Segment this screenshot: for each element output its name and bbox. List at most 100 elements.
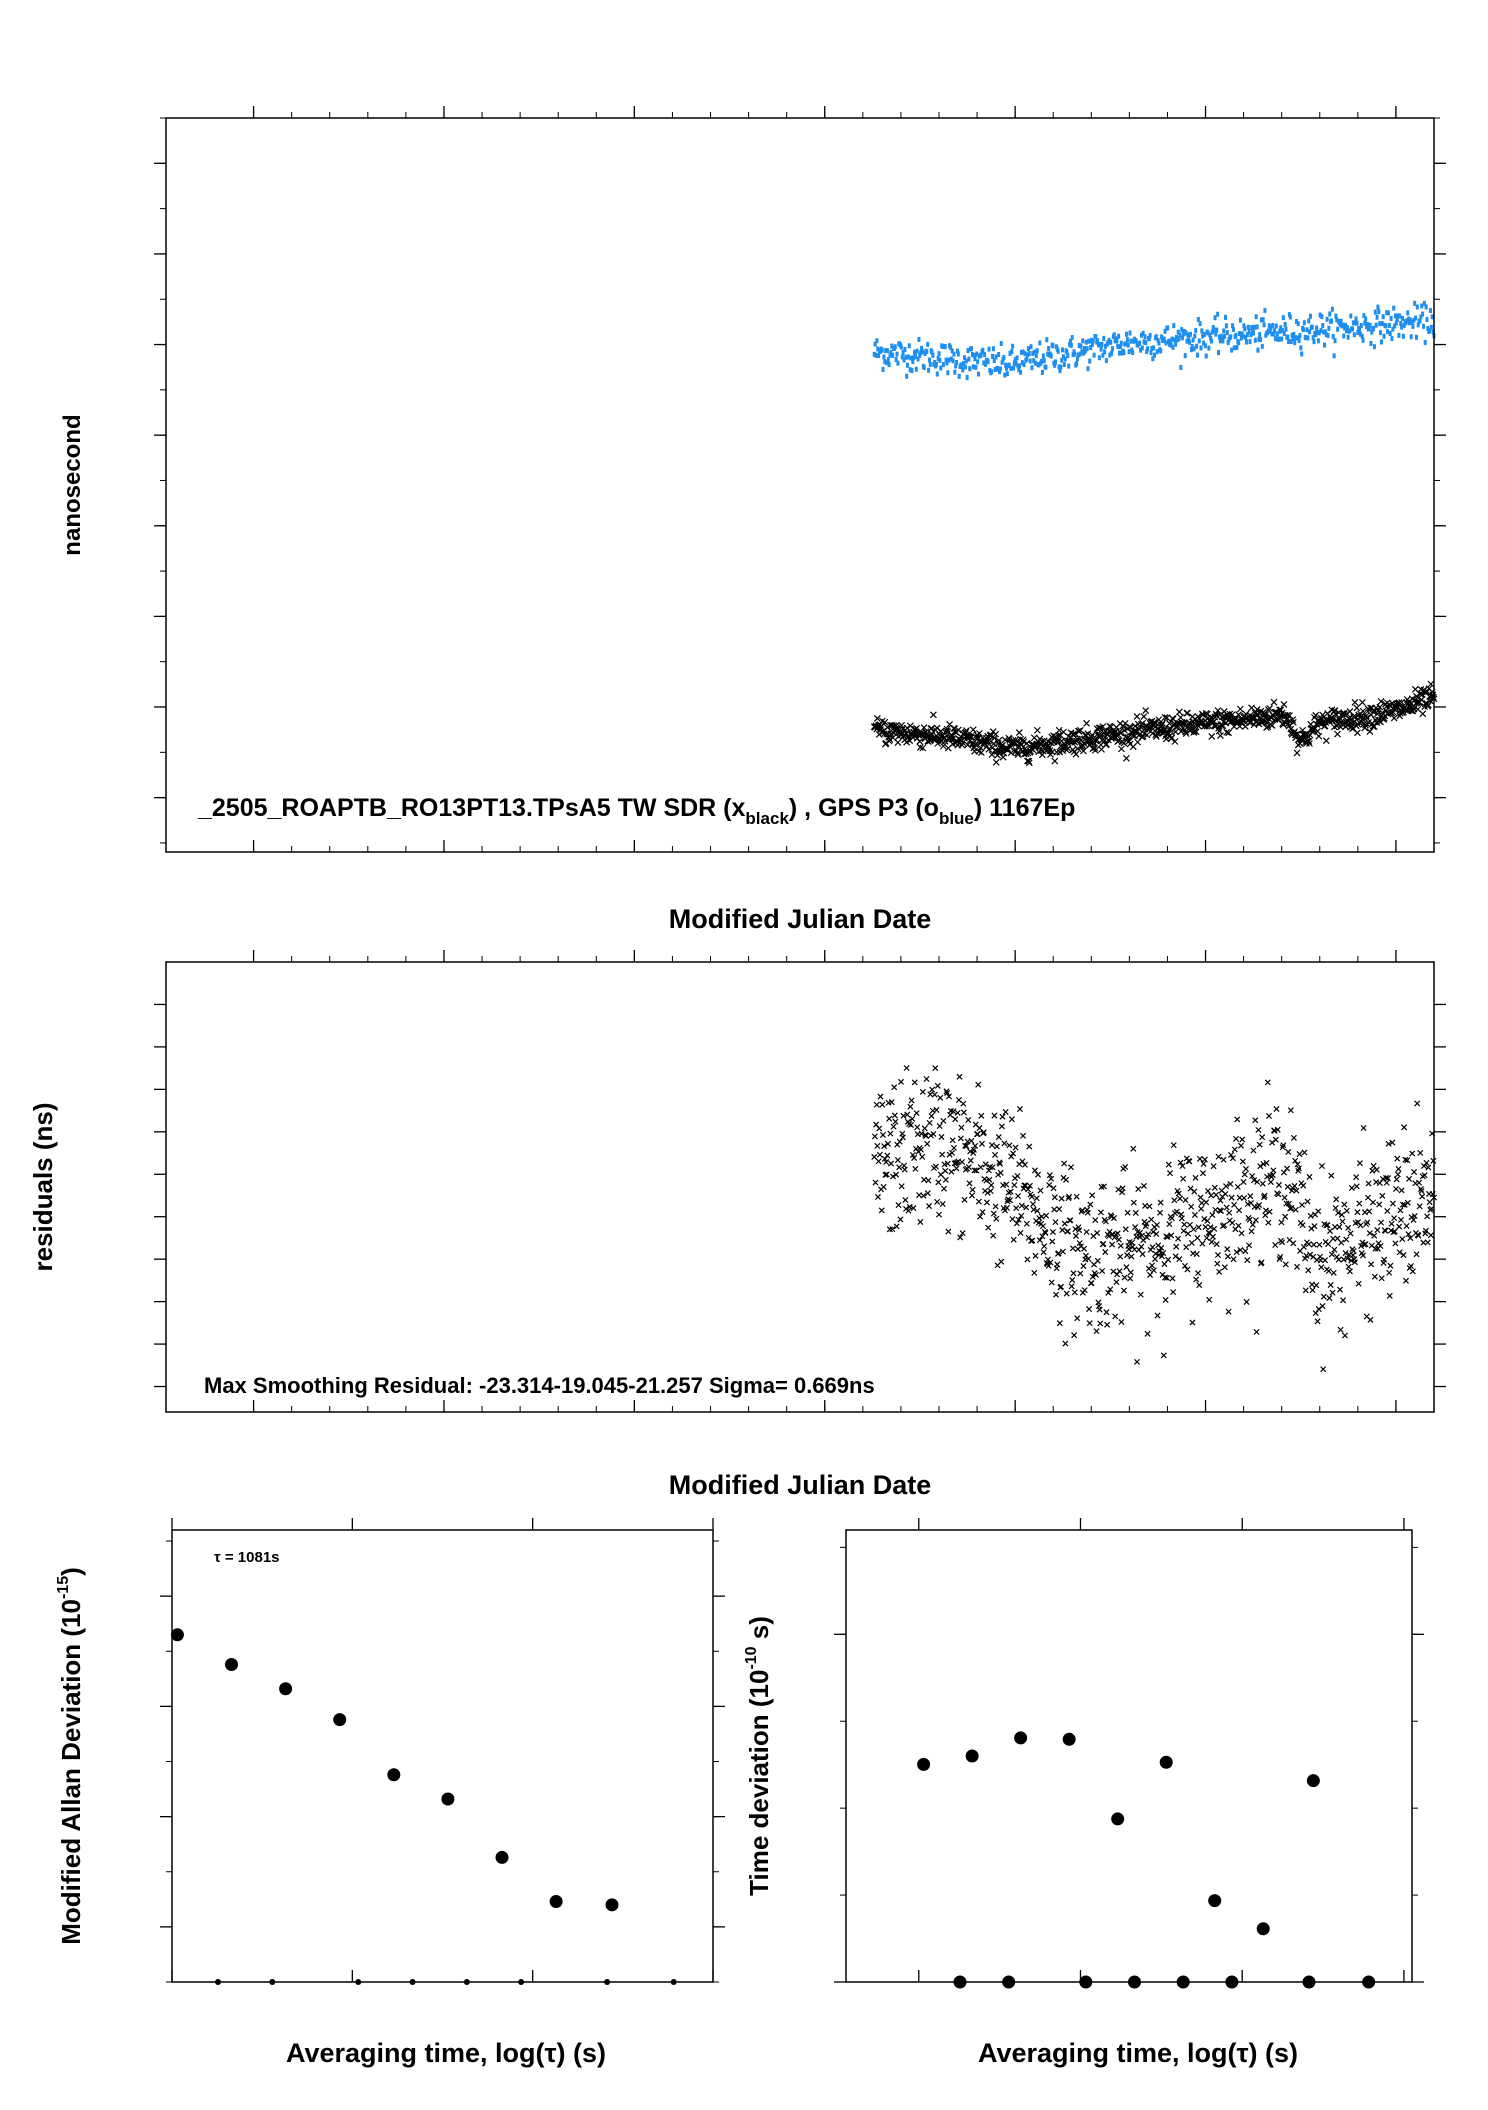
residual-point (1086, 1320, 1093, 1327)
phase-gps-point (1192, 346, 1196, 352)
residual-point (928, 1112, 935, 1120)
phase-gps-point (1244, 334, 1248, 340)
phase-gps-point (1078, 351, 1082, 357)
phase-gps-point (913, 353, 917, 359)
phase-gps-point (1097, 342, 1101, 348)
residual-point (1043, 1212, 1050, 1219)
phase-gps-point (943, 344, 947, 350)
residual-point (1079, 1207, 1086, 1214)
residual-point (1006, 1197, 1014, 1204)
phase-gps-point (1000, 359, 1004, 365)
phase-gps-point (1148, 333, 1152, 339)
phase-gps-point (1157, 340, 1161, 346)
phase-axis-ticks (154, 106, 1446, 852)
phase-gps-point (1247, 328, 1251, 334)
phase-gps-point (1375, 314, 1379, 320)
residual-point (900, 1112, 907, 1119)
residual-point (1122, 1163, 1129, 1171)
phase-gps-point (900, 354, 904, 360)
residual-point (1081, 1245, 1088, 1252)
residual-point (1192, 1174, 1199, 1181)
phase-gps-point (1423, 339, 1427, 345)
phase-gps-point (955, 359, 959, 365)
phase-gps-point (896, 360, 900, 366)
phase-gps-point (1370, 329, 1374, 335)
phase-gps-point (1399, 320, 1403, 326)
residual-point (1208, 1192, 1215, 1199)
phase-tw-point (1367, 704, 1374, 712)
residual-point (1407, 1235, 1414, 1242)
residual-point (1097, 1209, 1104, 1216)
residual-point (1029, 1237, 1036, 1244)
residual-point (933, 1106, 940, 1113)
residual-point (1305, 1241, 1312, 1248)
residual-point (924, 1140, 931, 1147)
residual-point (1375, 1240, 1382, 1247)
phase-gps-point (1066, 353, 1070, 359)
residual-point (1364, 1194, 1372, 1201)
residual-point (1143, 1234, 1150, 1241)
phase-gps-point (1290, 332, 1294, 338)
residual-point (1028, 1237, 1035, 1245)
phase-tw-point (1133, 713, 1141, 720)
residual-point (1067, 1217, 1074, 1224)
residual-point (1164, 1233, 1171, 1241)
phase-gps-point (1372, 344, 1376, 350)
phase-gps-point (1348, 328, 1352, 334)
phase-tw-point (1248, 704, 1255, 712)
phase-tw-point (994, 751, 1001, 759)
residual-point (884, 1140, 891, 1147)
phase-gps-point (1025, 356, 1029, 362)
phase-gps-point (1124, 341, 1128, 347)
phase-gps-point (1368, 322, 1372, 328)
deviation-point (1306, 1774, 1320, 1788)
phase-gps-point (910, 368, 914, 374)
residual-point (1407, 1262, 1414, 1270)
phase-gps-point (1097, 355, 1101, 361)
phase-tw-point (954, 726, 962, 734)
phase-gps-point (1271, 322, 1275, 328)
residual-point (919, 1153, 926, 1160)
residual-point (888, 1160, 895, 1167)
residual-point (1191, 1211, 1198, 1218)
phase-gps-point (1214, 331, 1218, 337)
residual-point (1003, 1181, 1010, 1188)
residual-point (918, 1130, 925, 1137)
phase-gps-point (1155, 349, 1159, 355)
phase-gps-point (998, 366, 1002, 372)
residual-point (1384, 1175, 1391, 1182)
residual-point (1307, 1212, 1314, 1219)
residual-point (940, 1185, 948, 1192)
residual-point (1114, 1230, 1121, 1237)
phase-gps-point (934, 361, 938, 367)
phase-gps-point (1289, 338, 1293, 344)
phase-gps-point (1174, 341, 1178, 347)
residual-point (1364, 1219, 1371, 1226)
residual-point (908, 1097, 915, 1104)
phase-gps-point (1115, 338, 1119, 344)
phase-gps-point (999, 341, 1003, 347)
residual-point (1176, 1195, 1183, 1202)
phase-gps-point (1139, 347, 1143, 353)
phase-data-points (870, 300, 1438, 767)
phase-gps-point (994, 354, 998, 360)
phase-gps-point (1401, 333, 1405, 339)
phase-gps-point (928, 361, 932, 367)
phase-gps-point (1077, 342, 1081, 348)
phase-gps-point (1405, 318, 1409, 324)
residual-point (1041, 1243, 1048, 1250)
phase-tw-point (983, 742, 991, 750)
phase-gps-point (1210, 329, 1214, 335)
phase-gps-point (1335, 317, 1339, 323)
phase-tw-point (1120, 739, 1128, 747)
residual-point (1372, 1245, 1379, 1252)
phase-tw-point (1376, 703, 1384, 711)
residual-point (1052, 1219, 1059, 1226)
phase-gps-point (1302, 320, 1306, 326)
residual-point (1353, 1174, 1360, 1181)
residual-point (1049, 1228, 1056, 1236)
residual-point (1251, 1177, 1258, 1184)
phase-gps-point (1330, 306, 1334, 312)
phase-gps-point (1131, 349, 1135, 355)
phase-gps-point (1027, 351, 1031, 357)
